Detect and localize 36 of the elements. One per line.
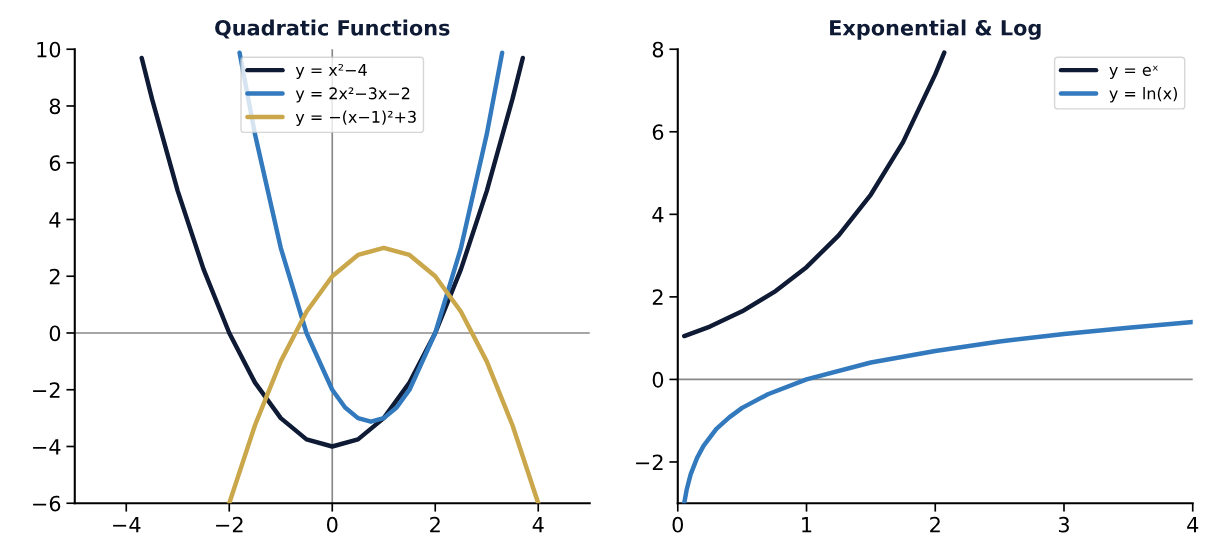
x-tick-label: 0 <box>327 516 338 533</box>
x-tick-label: 3 <box>1058 516 1069 533</box>
x-tick-label: 1 <box>802 517 812 533</box>
y-tick-label: −4 <box>33 439 61 455</box>
legend-label: y = x²−4 <box>295 63 367 80</box>
y-tick-label: 2 <box>652 289 663 305</box>
y-tick-label: 2 <box>49 268 60 285</box>
x-tick-label: 0 <box>672 516 684 533</box>
y-tick-label: 0 <box>652 371 664 388</box>
chart-title: Quadratic Functions <box>215 19 450 39</box>
line-series <box>681 319 1193 504</box>
y-tick-label: 6 <box>652 124 664 140</box>
x-tick-label: 4 <box>532 517 544 533</box>
y-tick-label: −6 <box>33 495 61 512</box>
x-tick-label: −4 <box>113 517 141 533</box>
y-tick-label: 8 <box>652 41 664 58</box>
chart-title: Exponential & Log <box>830 19 1041 40</box>
y-tick-label: −2 <box>33 382 60 398</box>
line-series <box>227 245 541 504</box>
y-tick-label: 10 <box>37 41 61 58</box>
x-tick-label: 4 <box>1187 517 1199 533</box>
y-tick-label: 6 <box>49 155 61 171</box>
y-tick-label: 4 <box>49 212 61 228</box>
y-tick-label: −2 <box>636 454 663 470</box>
y-tick-label: 0 <box>49 325 61 342</box>
y-tick-label: 8 <box>49 98 61 115</box>
legend-label: y = ln(x) <box>1109 87 1177 103</box>
legend-label: y = 2x²−3x−2 <box>295 87 410 103</box>
y-tick-label: 4 <box>652 207 664 223</box>
legend-label: y = −(x−1)²+3 <box>295 110 416 126</box>
x-tick-label: 2 <box>930 516 940 533</box>
x-tick-label: −2 <box>216 516 243 533</box>
line-series <box>237 50 505 424</box>
line-series <box>681 50 947 339</box>
legend-label: y = eˣ <box>1109 65 1158 80</box>
x-tick-label: 2 <box>430 516 440 533</box>
